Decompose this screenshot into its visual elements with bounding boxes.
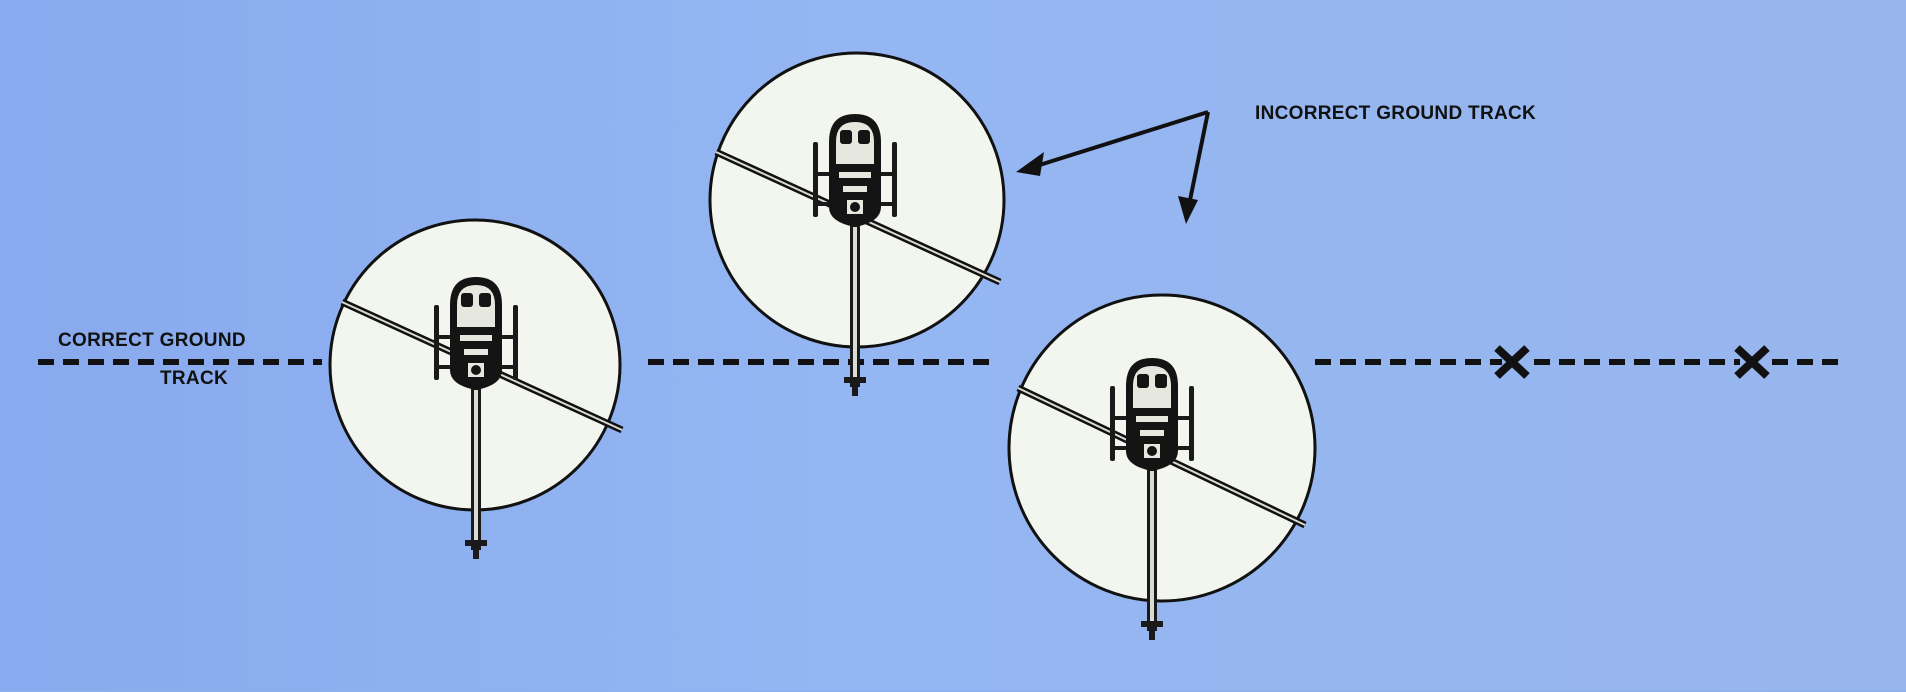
correct-ground-track-label-line2: TRACK (160, 368, 228, 389)
correct-ground-track-label-line1: CORRECT GROUND (58, 330, 246, 351)
incorrect-track-arrows (1016, 110, 1210, 224)
x-mark-1 (1494, 345, 1530, 379)
incorrect-ground-track-label: INCORRECT GROUND TRACK (1255, 103, 1537, 124)
helicopter-2 (708, 51, 1006, 396)
helicopter-3 (1007, 293, 1317, 640)
x-mark-2 (1734, 345, 1770, 379)
helicopter-1 (328, 218, 624, 559)
